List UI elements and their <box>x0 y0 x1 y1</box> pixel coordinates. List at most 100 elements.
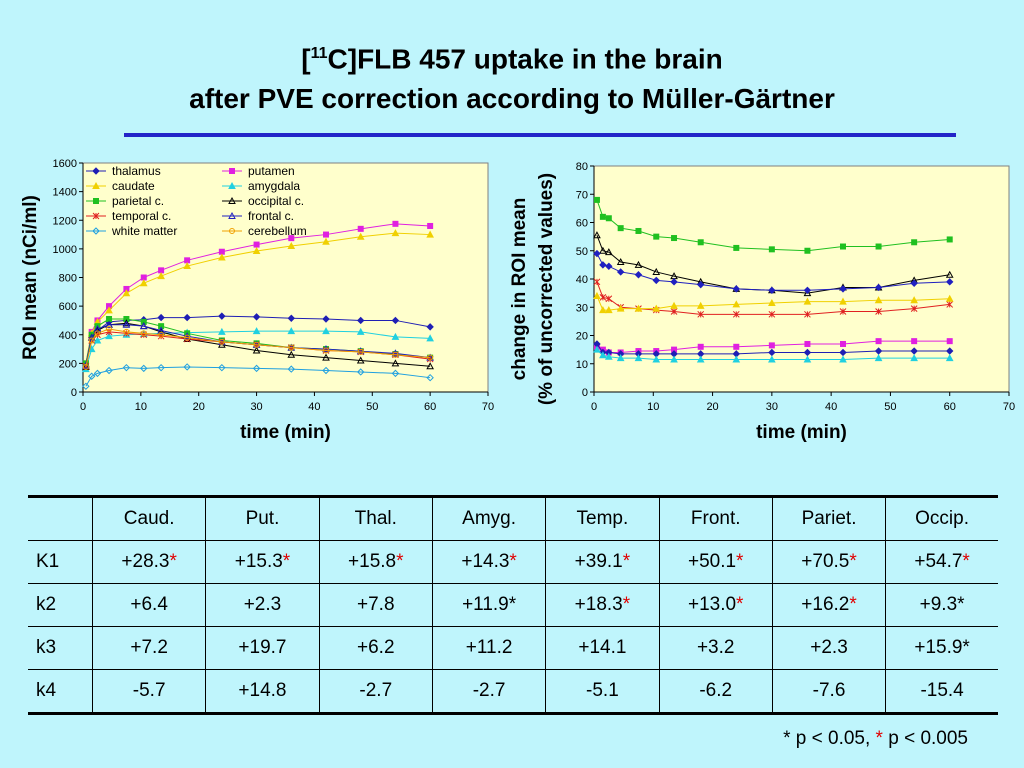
data-point <box>946 301 954 308</box>
data-point <box>357 316 365 325</box>
data-point <box>122 363 131 372</box>
data-point <box>593 345 601 353</box>
x-tick-label: 40 <box>308 401 320 413</box>
legend-marker <box>92 227 100 235</box>
data-point <box>803 348 812 357</box>
data-point <box>910 354 918 362</box>
data-point <box>322 366 330 375</box>
data-point <box>697 343 704 350</box>
data-point <box>593 196 600 203</box>
legend-item-occipital-c: occipital c. <box>222 194 304 208</box>
data-point <box>157 363 165 372</box>
data-point <box>392 351 399 358</box>
table-cell: +14.1 <box>545 626 660 670</box>
significance-star: * <box>509 551 517 572</box>
table-cell: +39.1* <box>545 540 660 584</box>
cell-value: -15.4 <box>920 680 964 701</box>
table-cell: -5.1 <box>545 669 660 714</box>
data-point <box>616 258 625 266</box>
y-tick-label: 30 <box>576 302 588 314</box>
row-label: k4 <box>28 669 93 714</box>
y-axis-title-line-2: (% of uncorrected values) <box>536 173 557 405</box>
table-cell: +15.9* <box>885 626 998 670</box>
data-point <box>945 294 954 302</box>
table-cell: +14.8 <box>205 669 320 714</box>
data-point <box>356 347 365 355</box>
table-cell: -15.4 <box>885 669 998 714</box>
significance-footnote: * p < 0.05, * p < 0.005 <box>783 728 968 749</box>
data-point <box>287 350 296 358</box>
cell-value: +14.8 <box>238 680 287 701</box>
data-point <box>733 343 740 350</box>
data-point <box>426 230 434 238</box>
data-point <box>218 253 226 261</box>
table-cell: +54.7* <box>885 540 998 584</box>
table-cell: +7.2 <box>91 626 207 670</box>
data-point <box>357 348 364 355</box>
data-point <box>634 304 643 312</box>
x-tick-label: 30 <box>766 401 778 413</box>
data-point <box>804 310 811 318</box>
significance-star: * <box>849 551 857 572</box>
cell-value: +6.2 <box>357 637 395 658</box>
data-point <box>391 316 400 325</box>
cell-value: +70.5 <box>801 551 850 572</box>
data-point <box>945 354 954 362</box>
data-point <box>605 295 613 303</box>
data-point <box>122 320 131 328</box>
data-point <box>391 369 400 378</box>
title-line-2: after PVE correction according to Müller… <box>189 83 835 115</box>
cell-value: -5.1 <box>586 680 619 701</box>
title-divider <box>124 133 956 137</box>
data-point <box>599 261 607 269</box>
kinetic-parameter-table: Caud. Put. Thal. Amyg. Temp. Front. Pariet. Occ… <box>28 495 998 715</box>
data-point <box>946 338 953 345</box>
cell-value: +18.3 <box>574 594 623 615</box>
data-point <box>357 368 365 376</box>
data-point <box>634 271 643 279</box>
series-line <box>85 366 431 387</box>
data-point <box>157 326 165 334</box>
y-tick-label: 800 <box>59 273 77 285</box>
data-point <box>426 334 434 342</box>
x-tick-label: 0 <box>80 401 86 413</box>
data-point <box>427 222 434 229</box>
data-point <box>605 215 612 222</box>
data-point <box>768 298 776 307</box>
data-point <box>93 336 102 344</box>
data-point <box>322 237 330 245</box>
data-point <box>322 353 330 361</box>
data-point <box>139 322 148 330</box>
row-label: k3 <box>28 626 93 670</box>
data-point <box>599 306 607 314</box>
y-axis-title-line-1: change in ROI mean <box>509 198 530 381</box>
table-row: k2 +6.4 +2.3 +7.8 +11.9* +18.3* +13.0* +16.2* +9… <box>28 583 998 627</box>
data-point <box>157 272 165 280</box>
data-point <box>839 297 847 305</box>
data-point <box>105 306 113 314</box>
data-point <box>122 289 131 297</box>
y-tick-label: 1600 <box>53 158 77 170</box>
data-point <box>697 280 705 289</box>
x-tick-label: 10 <box>647 401 659 413</box>
data-point <box>391 332 400 340</box>
series-line <box>85 324 431 366</box>
data-point <box>874 296 883 304</box>
data-point <box>87 372 96 380</box>
column-header-put: Put. <box>205 496 320 541</box>
data-point <box>288 235 295 242</box>
x-tick-label: 10 <box>135 401 147 413</box>
data-point <box>875 338 882 345</box>
x-tick-label: 20 <box>706 401 718 413</box>
legend-item-cerebellum: cerebellum <box>222 224 307 238</box>
data-point <box>140 364 148 373</box>
data-point <box>599 213 606 220</box>
y-tick-label: 200 <box>59 358 77 370</box>
data-point <box>184 334 191 341</box>
x-tick-label: 60 <box>944 401 956 413</box>
data-point <box>157 313 165 322</box>
data-point <box>874 347 883 355</box>
data-point <box>697 239 704 246</box>
table-cell: +2.3 <box>205 583 320 627</box>
cell-value: +3.2 <box>696 637 735 658</box>
